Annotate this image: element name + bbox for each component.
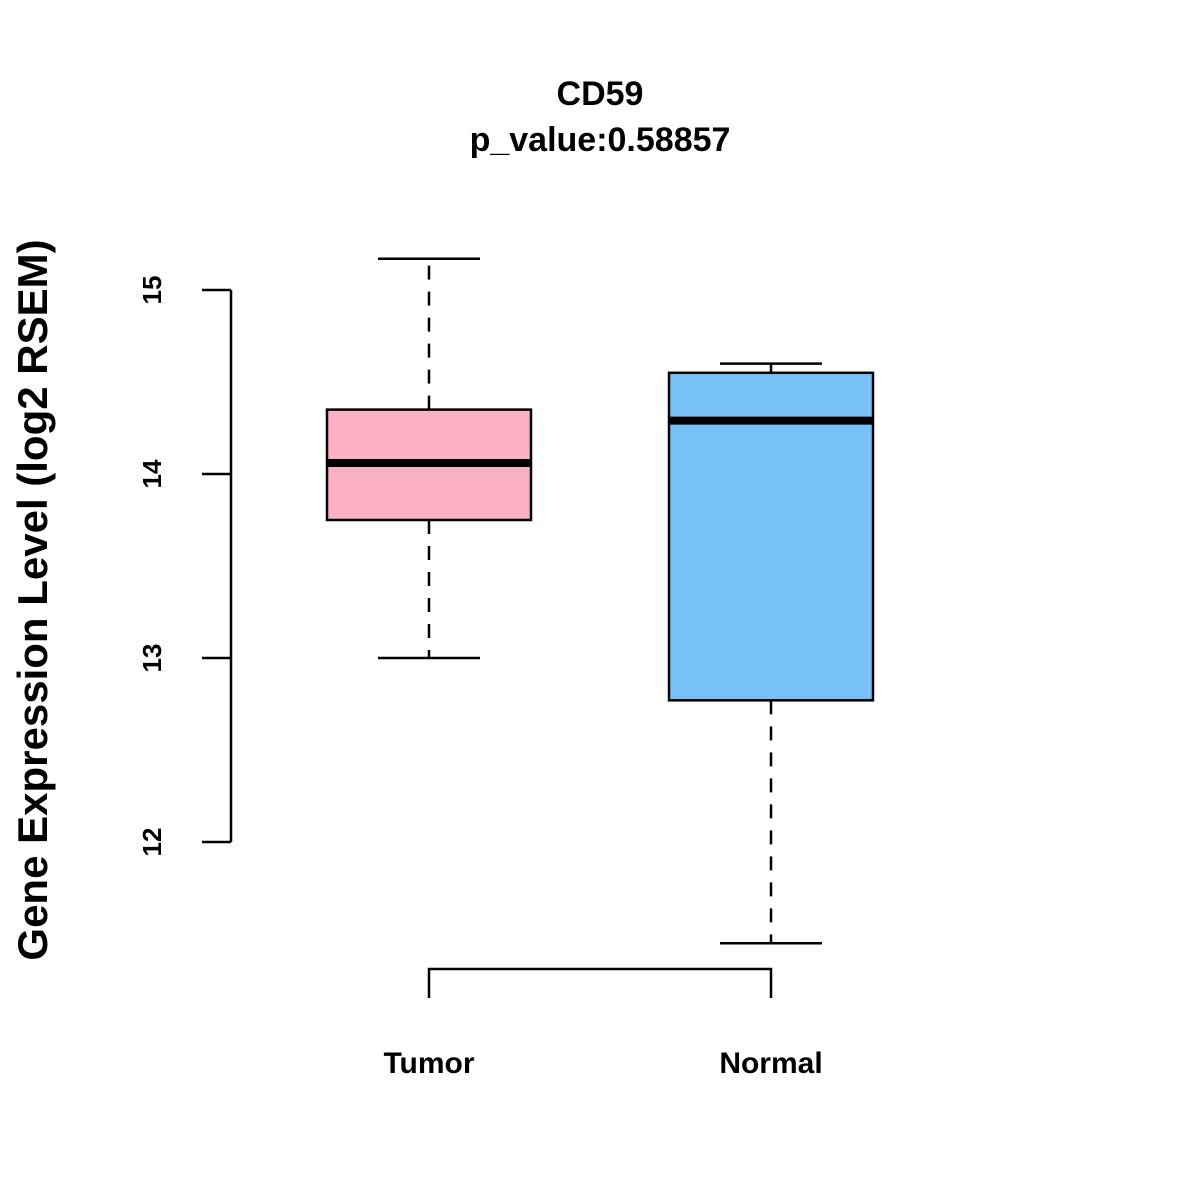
y-tick-label: 14 [137,459,167,488]
comparison-bracket [427,967,773,998]
box-normal [667,362,875,945]
chart-title: CD59 [557,75,644,113]
y-axis-label: Gene Expression Level (log2 RSEM) [9,239,56,960]
y-tick-label: 12 [137,828,167,857]
category-label: Tumor [383,1047,474,1080]
chart-subtitle: p_value:0.58857 [470,121,731,159]
category-labels: Tumor Normal [383,1047,822,1080]
y-axis: 12 13 14 15 [137,276,233,857]
iqr-box [667,371,875,702]
boxes [325,257,875,945]
box-tumor [325,257,533,660]
category-label: Normal [719,1047,822,1080]
y-tick-label: 15 [137,276,167,305]
y-tick-label: 13 [137,644,167,673]
bracket-line [427,967,773,998]
